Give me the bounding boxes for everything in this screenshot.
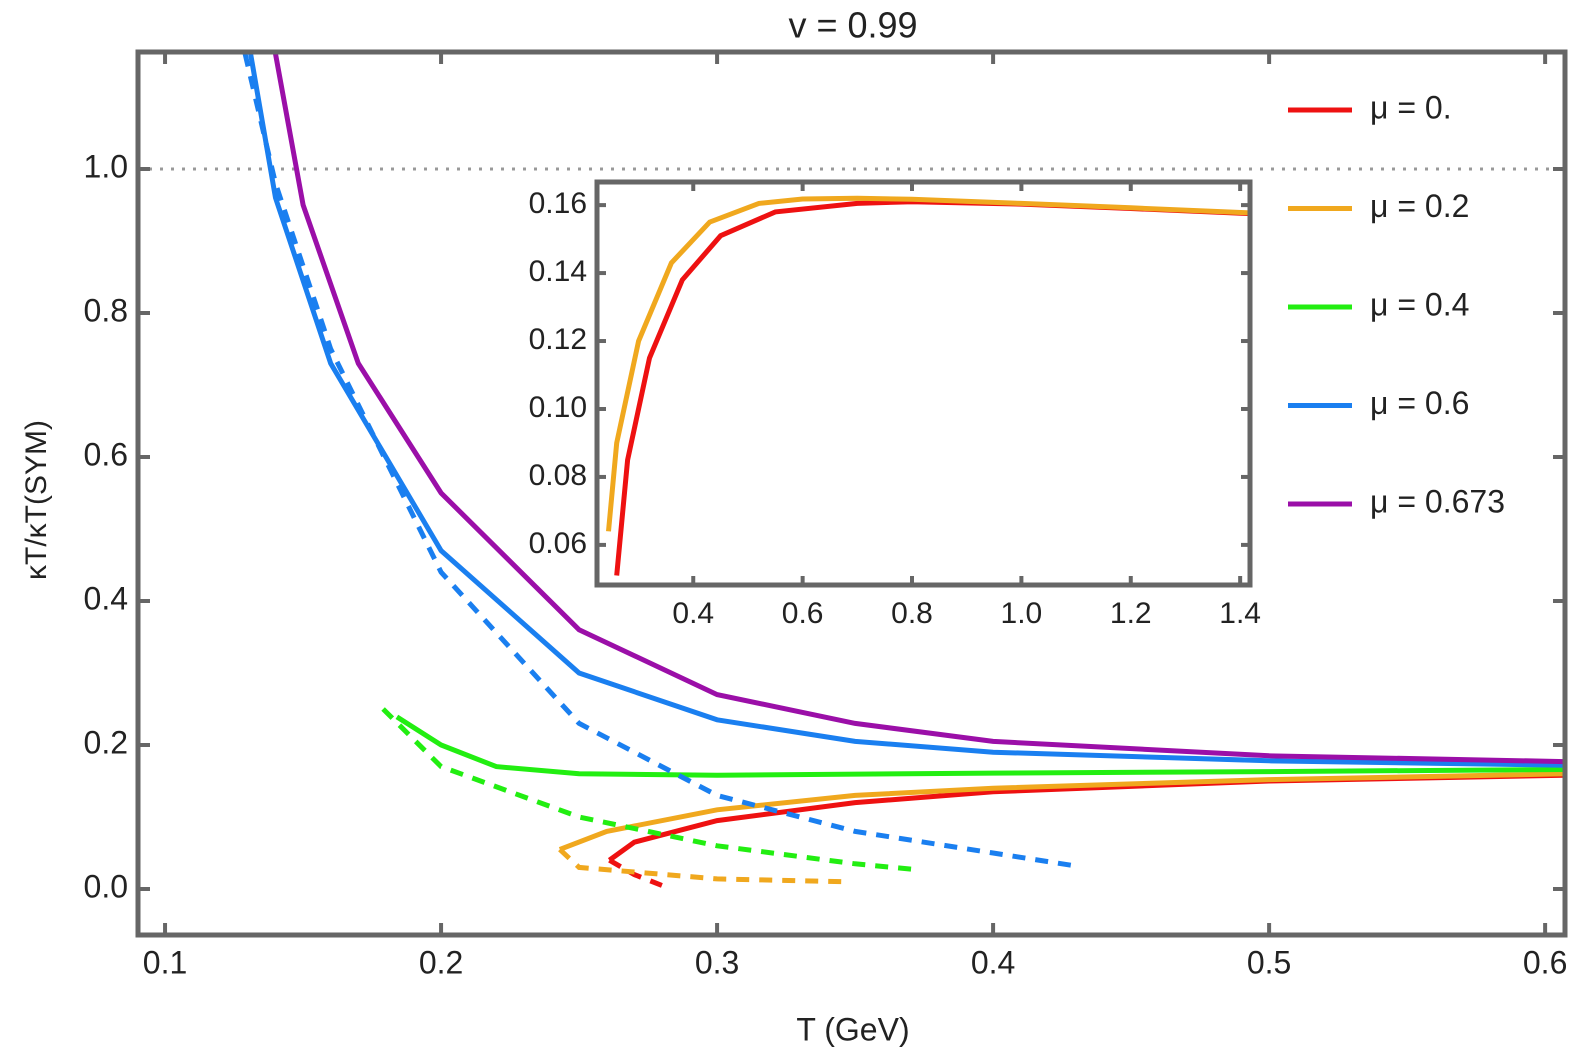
legend-label: μ = 0.673 [1370, 483, 1505, 519]
plot-area [242, 53, 1565, 888]
plot-frame [135, 49, 1568, 938]
series-line [558, 847, 850, 885]
x-tick-label: 0.5 [1247, 944, 1291, 980]
x-tick-label: 0.6 [782, 597, 824, 630]
series-line [608, 858, 663, 888]
x-tick-label: 0.2 [419, 944, 463, 980]
x-tick-label: 0.4 [672, 597, 714, 630]
y-tick-label: 0.06 [529, 527, 587, 560]
y-tick-label: 1.0 [84, 148, 128, 184]
y-tick-label: 0.10 [529, 391, 587, 424]
legend-label: μ = 0.2 [1370, 188, 1469, 224]
y-tick-label: 0.6 [84, 436, 128, 472]
x-tick-label: 0.3 [695, 944, 739, 980]
legend-label: μ = 0. [1370, 89, 1452, 125]
x-tick-label: 0.4 [971, 944, 1015, 980]
series-line [242, 53, 1077, 869]
x-tick-label: 0.8 [891, 597, 933, 630]
x-tick-label: 0.1 [143, 944, 187, 980]
y-tick-label: 0.2 [84, 724, 128, 760]
x-tick-label: 1.4 [1219, 597, 1261, 630]
series-line [558, 771, 1565, 852]
series-line [606, 195, 1250, 532]
x-axis-label: T (GeV) [796, 1011, 909, 1047]
y-tick-label: 0.08 [529, 459, 587, 492]
x-tick-label: 0.6 [1523, 944, 1567, 980]
y-tick-label: 0.16 [529, 187, 587, 220]
series-line [248, 53, 1565, 768]
x-tick-label: 1.2 [1110, 597, 1152, 630]
plot-area [606, 195, 1250, 576]
legend-label: μ = 0.4 [1370, 286, 1469, 322]
y-tick-label: 0.0 [84, 868, 128, 904]
series-line [395, 714, 1565, 778]
series-line [381, 707, 917, 873]
series-line [273, 53, 1565, 765]
y-axis-label: κT/κT(SYM) [20, 420, 53, 580]
y-tick-label: 0.14 [529, 255, 587, 288]
y-tick-label: 0.4 [84, 580, 128, 616]
legend-label: μ = 0.6 [1370, 385, 1469, 421]
plot-frame [594, 179, 1253, 588]
y-tick-label: 0.8 [84, 292, 128, 328]
plot-background [597, 182, 1250, 585]
chart-title: v = 0.99 [788, 5, 917, 46]
y-tick-label: 0.12 [529, 323, 587, 356]
x-tick-label: 1.0 [1001, 597, 1043, 630]
